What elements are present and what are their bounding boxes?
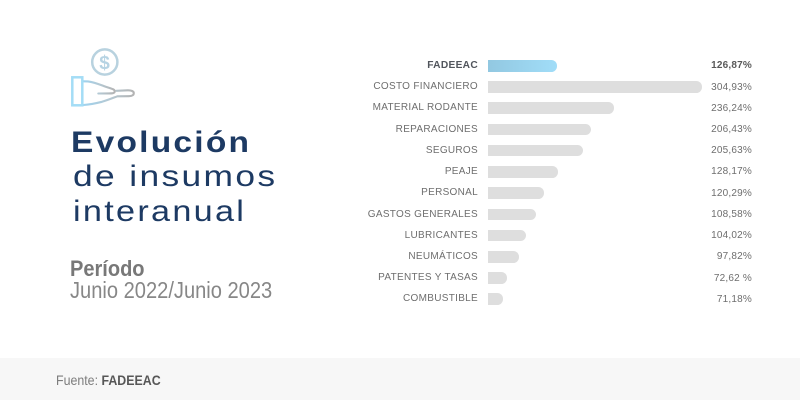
svg-text:$: $: [99, 53, 110, 74]
